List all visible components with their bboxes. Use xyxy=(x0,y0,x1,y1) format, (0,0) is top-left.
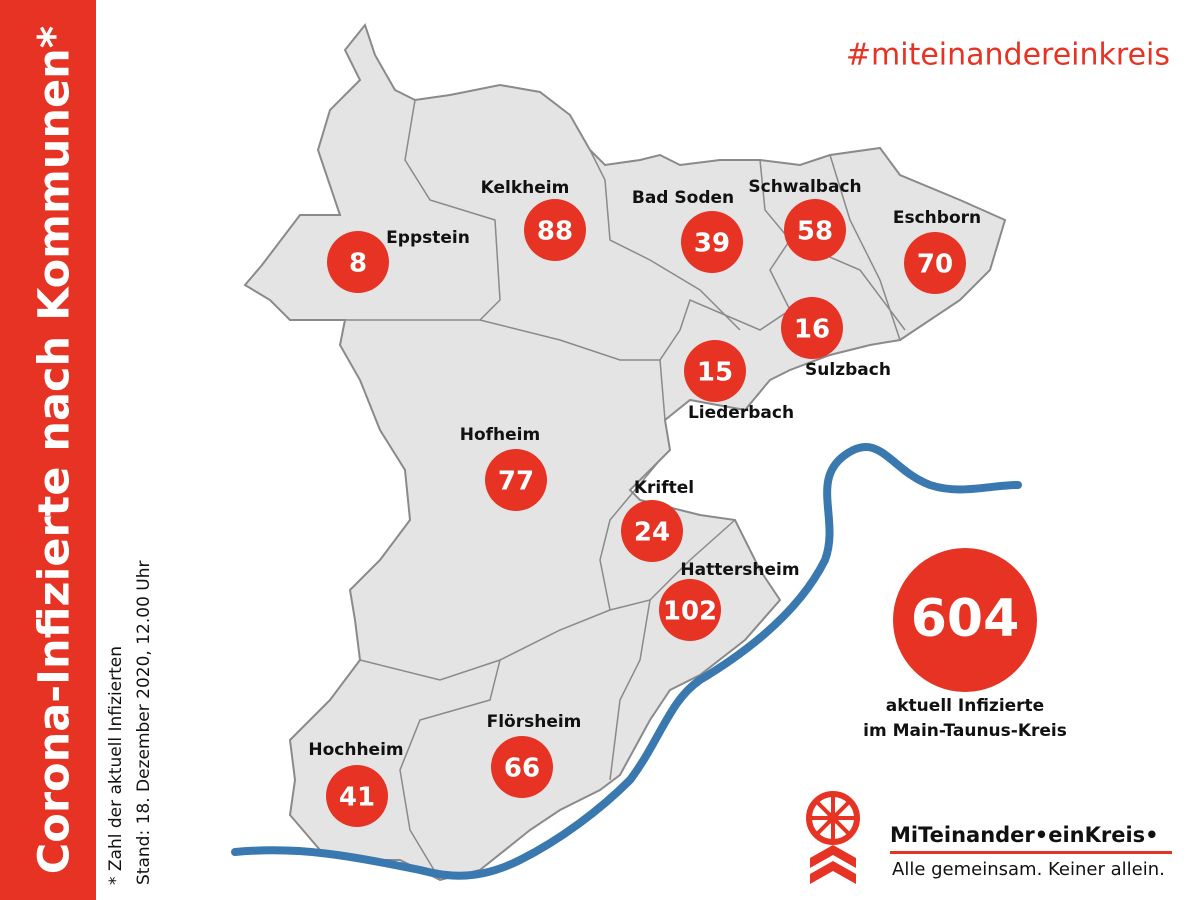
municipality-name: Bad Soden xyxy=(632,188,734,208)
footnote: Stand: 18. Dezember 2020, 12.00 Uhr xyxy=(134,560,154,885)
count-circle xyxy=(327,231,389,293)
municipality-name: Eppstein xyxy=(386,228,470,248)
count: 39 xyxy=(694,229,730,259)
count-circle xyxy=(659,579,721,641)
total-circle xyxy=(893,548,1037,692)
footnote: * Zahl der aktuell Infizierten xyxy=(106,646,126,885)
count: 88 xyxy=(537,217,573,247)
municipality-name: Kriftel xyxy=(634,478,694,498)
count-circle xyxy=(681,211,743,273)
logo-wheel xyxy=(806,791,860,845)
logo-slogan: Alle gemeinsam. Keiner allein. xyxy=(892,859,1165,880)
municipality-name: Hattersheim xyxy=(680,560,799,580)
count-circle xyxy=(524,199,586,261)
count-circle xyxy=(621,500,683,562)
count-circle xyxy=(491,736,553,798)
logo-chevrons xyxy=(810,845,856,884)
total-count: 604 xyxy=(911,589,1020,649)
count: 77 xyxy=(498,467,534,497)
logo-spokes xyxy=(811,796,855,840)
municipality-name: Sulzbach xyxy=(805,360,891,380)
municipality-name: Hochheim xyxy=(308,740,403,760)
municipality-name: Liederbach xyxy=(688,403,794,423)
logo: MiTeinander•einKreis• Alle gemeinsam. Ke… xyxy=(806,791,1172,884)
municipality-name: Hofheim xyxy=(460,425,540,445)
count-circle xyxy=(784,199,846,261)
count: 41 xyxy=(339,783,375,813)
count-circle xyxy=(485,449,547,511)
count: 102 xyxy=(663,597,717,627)
count-circle xyxy=(326,765,388,827)
count: 70 xyxy=(917,250,953,280)
count: 16 xyxy=(794,315,830,345)
municipalities: 8 Eppstein 88 Kelkheim 39 Bad Soden 58 Schwalba… xyxy=(308,177,981,827)
sidebar-title: Corona-Infizierte nach Kommunen* xyxy=(30,26,80,875)
hashtag: #miteinandereinkreis xyxy=(846,38,1170,73)
count: 8 xyxy=(349,249,367,279)
count-circle xyxy=(904,232,966,294)
municipality-name: Flörsheim xyxy=(487,712,582,732)
logo-rule xyxy=(890,851,1172,854)
municipality-name: Eschborn xyxy=(893,208,981,228)
municipality-name: Kelkheim xyxy=(481,178,570,198)
total-label: aktuell Infizierte xyxy=(886,696,1044,716)
count-circle xyxy=(684,340,746,402)
count: 15 xyxy=(697,358,733,388)
sidebar xyxy=(0,0,96,900)
logo-name: MiTeinander•einKreis• xyxy=(890,823,1159,847)
count: 24 xyxy=(634,518,670,548)
municipality-name: Schwalbach xyxy=(748,177,861,197)
river-main xyxy=(231,443,1022,880)
count: 58 xyxy=(797,217,833,247)
count-circle xyxy=(781,297,843,359)
inner-borders xyxy=(345,99,906,881)
count: 66 xyxy=(504,754,540,784)
total-label: im Main-Taunus-Kreis xyxy=(863,721,1067,741)
